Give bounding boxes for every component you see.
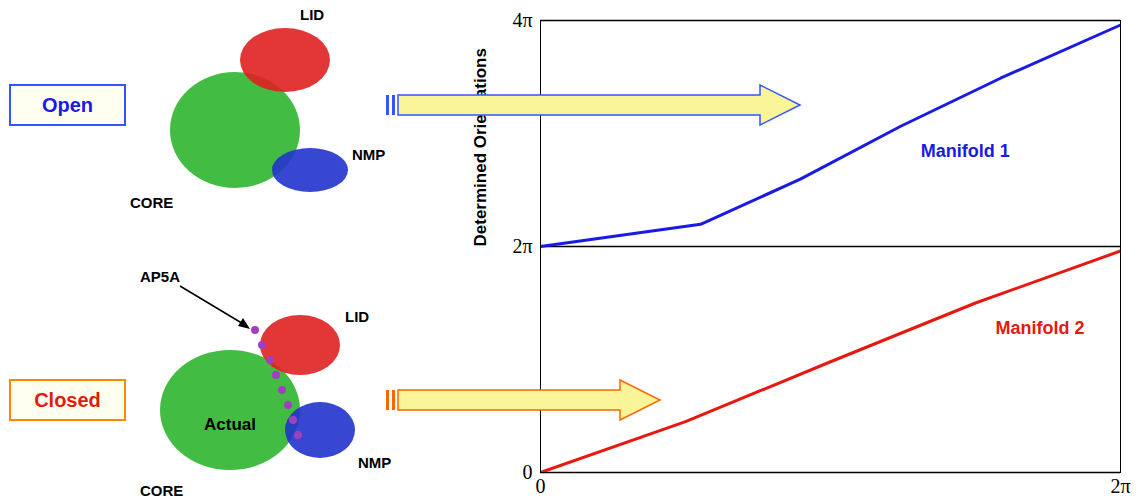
svg-text:LID: LID (345, 308, 369, 325)
svg-text:NMP: NMP (352, 146, 385, 163)
svg-text:4π: 4π (512, 9, 532, 31)
svg-text:CORE: CORE (140, 482, 183, 499)
svg-text:NMP: NMP (358, 454, 391, 471)
svg-text:2π: 2π (1110, 475, 1130, 497)
svg-text:CORE: CORE (130, 194, 173, 211)
svg-text:Manifold 2: Manifold 2 (995, 318, 1084, 338)
svg-text:AP5A: AP5A (140, 268, 180, 285)
svg-text:Actual: Actual (204, 415, 256, 434)
svg-text:0: 0 (523, 461, 533, 483)
svg-text:Manifold 1: Manifold 1 (921, 141, 1010, 161)
svg-text:0: 0 (536, 475, 546, 497)
svg-text:LID: LID (300, 6, 324, 23)
svg-text:Determined Orientations: Determined Orientations (471, 48, 490, 246)
svg-text:Open: Open (42, 94, 93, 116)
svg-text:Closed: Closed (34, 389, 101, 411)
svg-text:2π: 2π (512, 235, 532, 257)
